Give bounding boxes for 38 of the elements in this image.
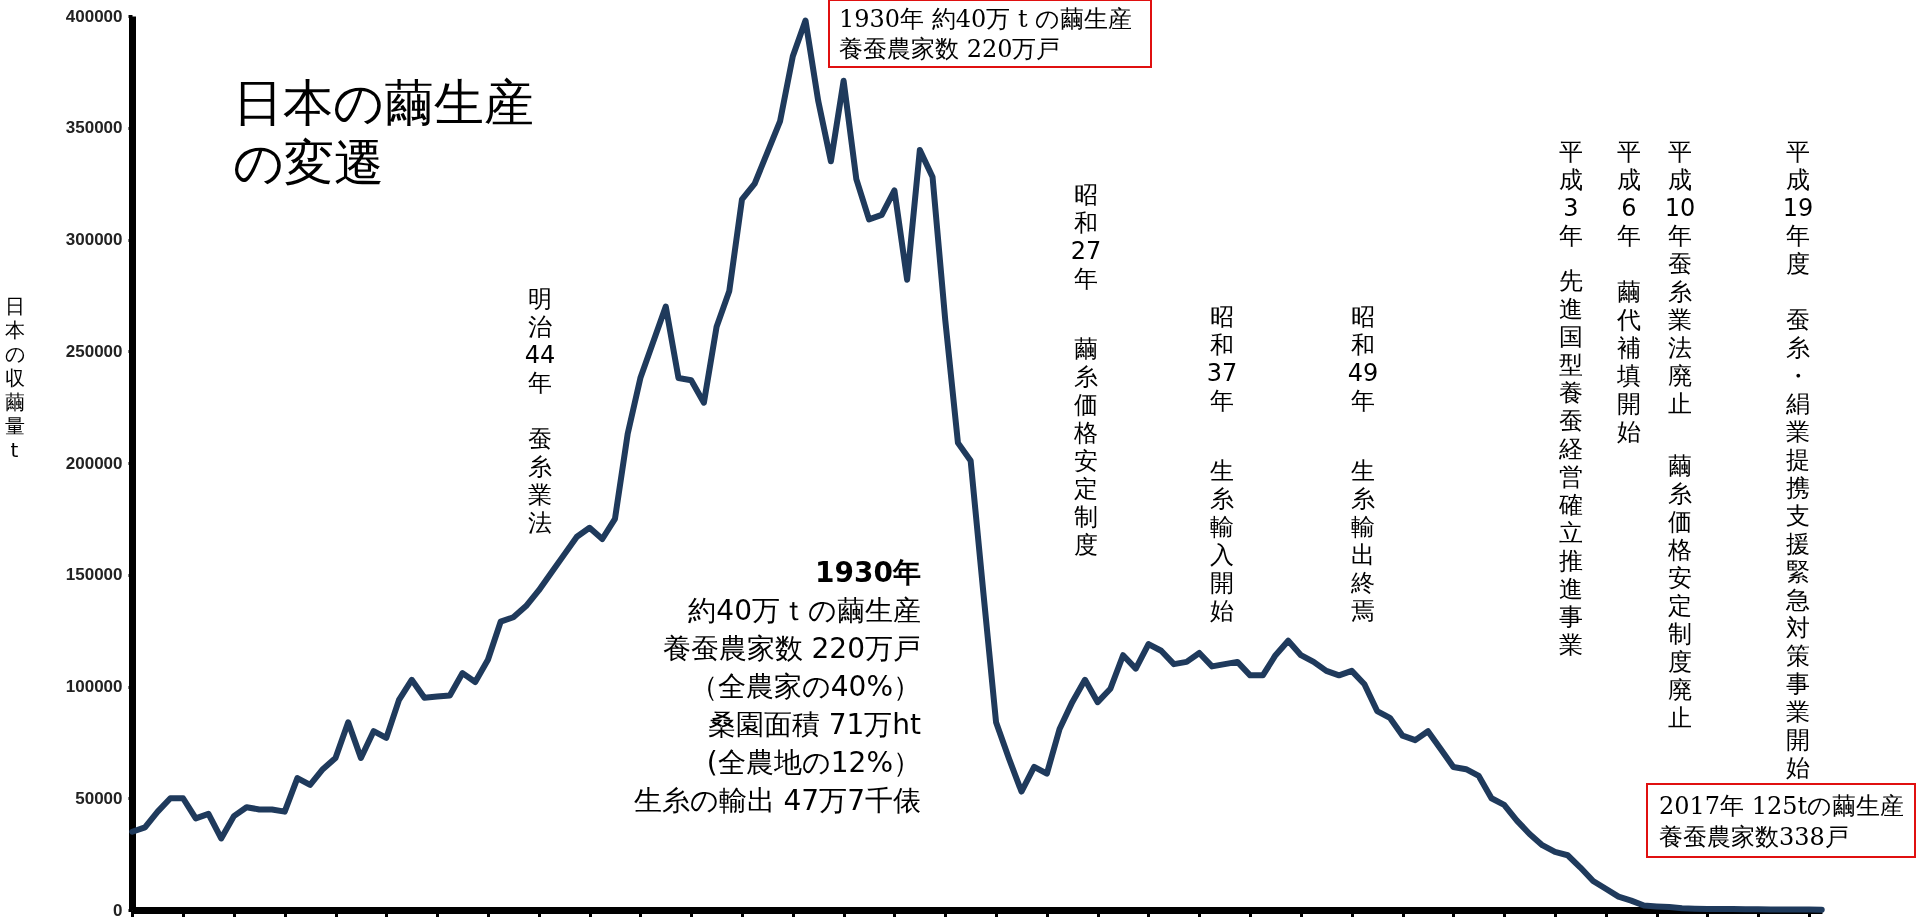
- y-tick-label: 50000: [75, 788, 123, 808]
- y-axis-title: 日本の収繭量t: [4, 293, 25, 462]
- annotation: 明治44年: [524, 285, 556, 397]
- text: 平成10年蚕糸業法廃止: [1664, 138, 1696, 418]
- annotation: 昭和37年: [1206, 303, 1238, 415]
- annotation: 繭代補填開始: [1616, 278, 1641, 446]
- annotation: (全農地の12%）: [706, 746, 921, 779]
- y-tick-label: 350000: [65, 118, 123, 138]
- annotation: 約40万ｔの繭生産: [688, 594, 921, 627]
- y-tick-label: 200000: [65, 453, 123, 473]
- annotation: 養蚕農家数338戸: [1659, 823, 1849, 851]
- text: 繭糸価格安定制度廃止: [1668, 451, 1692, 732]
- annotation: 平成3年: [1559, 138, 1583, 250]
- annotation: 昭和49年: [1347, 303, 1379, 415]
- annotation: 桑園面積 71万ht: [707, 708, 922, 741]
- text: 日本の繭生産の変遷: [233, 74, 534, 192]
- annotation: 昭和27年: [1070, 181, 1102, 293]
- y-tick-label: 0: [113, 900, 123, 920]
- annotation: 養蚕農家数 220万戸: [662, 632, 921, 665]
- annotation: 平成19年度: [1782, 138, 1814, 278]
- y-tick-label: 300000: [65, 230, 123, 249]
- y-tick-label: 250000: [65, 341, 123, 361]
- annotation: 蚕糸業法: [528, 425, 552, 537]
- annotation: 1930年 約40万 t の繭生産: [839, 5, 1133, 33]
- annotation: 2017年 125tの繭生産: [1659, 792, 1905, 820]
- y-tick-label: 400000: [65, 6, 123, 26]
- annotation: 生糸輸出終焉: [1350, 457, 1375, 625]
- annotation: 養蚕農家数 220万戸: [839, 35, 1061, 63]
- annotation: 生糸輸入開始: [1210, 457, 1234, 625]
- text: 先進国型養蚕経営確立推進事業: [1559, 266, 1583, 659]
- annotation: 平成6年: [1617, 138, 1641, 250]
- annotation: 生糸の輸出 47万7千俵: [633, 784, 921, 817]
- text: 蚕糸・絹業提携支援緊急対策事業開始: [1786, 306, 1810, 782]
- y-tick-label: 100000: [65, 677, 123, 696]
- y-tick-label: 150000: [65, 565, 123, 585]
- annotation: 繭糸価格安定制度: [1073, 335, 1098, 559]
- annotation: （全農家の40%）: [689, 670, 921, 703]
- annotation: 1930年: [815, 556, 921, 589]
